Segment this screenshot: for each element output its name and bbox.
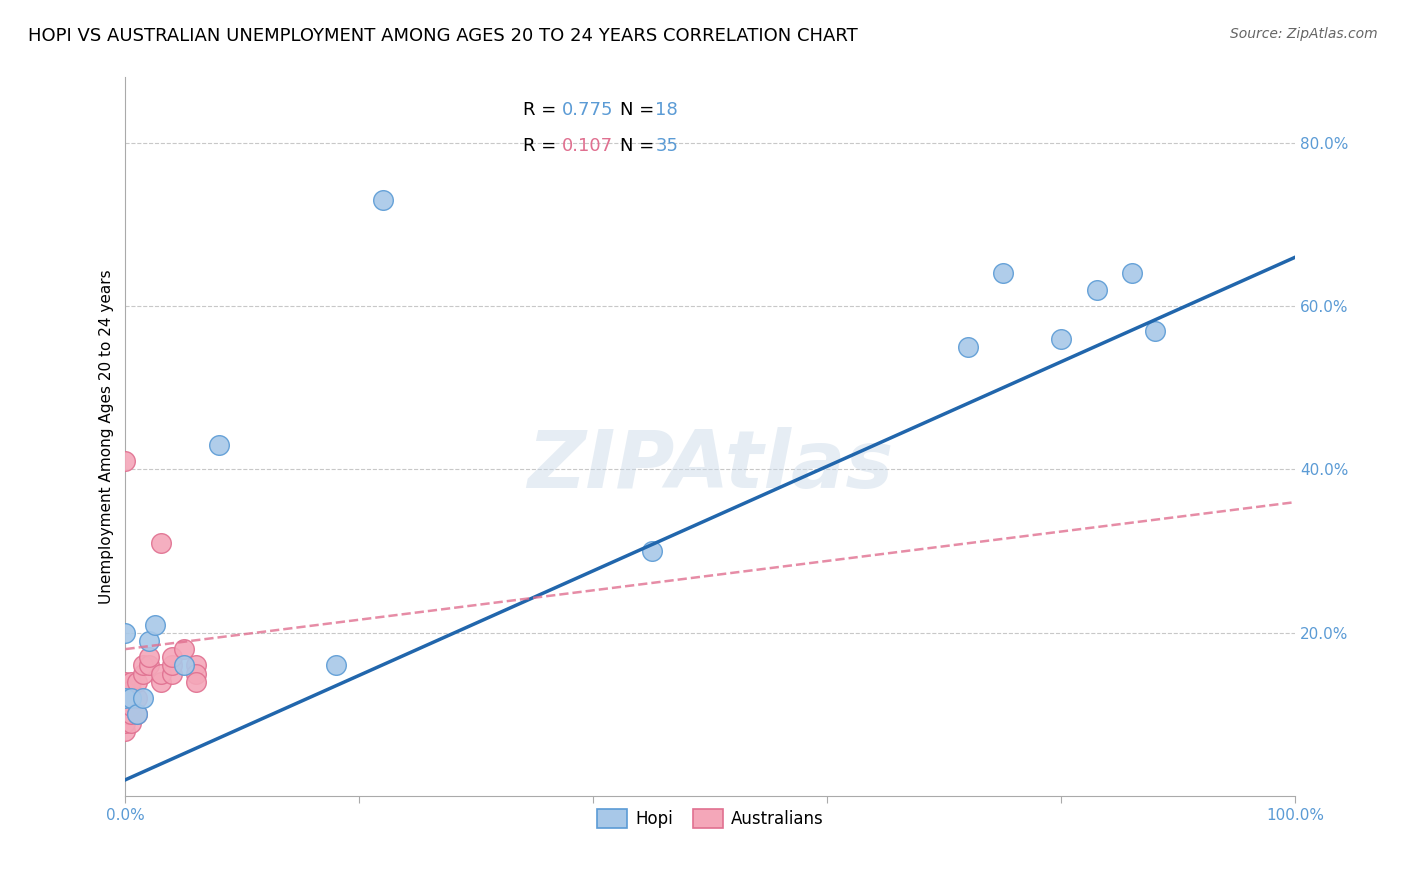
Point [162, 666, 184, 681]
Point [114, 707, 136, 722]
Point [641, 544, 664, 558]
Point [114, 674, 136, 689]
Point [1144, 324, 1167, 338]
Point [114, 691, 136, 706]
Point [1050, 332, 1073, 346]
Point [138, 650, 160, 665]
Point [114, 454, 136, 468]
Legend: Hopi, Australians: Hopi, Australians [591, 802, 831, 835]
Point [1121, 267, 1143, 281]
Point [138, 634, 160, 648]
Point [143, 617, 166, 632]
Point [149, 666, 172, 681]
Point [114, 723, 136, 738]
Text: N =: N = [620, 101, 661, 119]
Point [120, 682, 142, 697]
Point [132, 666, 155, 681]
Text: 0.107: 0.107 [562, 136, 613, 154]
Point [127, 674, 149, 689]
Point [120, 691, 142, 706]
Point [114, 625, 136, 640]
Point [120, 715, 142, 730]
Point [120, 674, 142, 689]
Point [127, 707, 149, 722]
Point [1085, 283, 1108, 297]
Point [956, 340, 979, 354]
Point [120, 699, 142, 714]
Point [149, 536, 172, 550]
Point [991, 267, 1014, 281]
Point [114, 699, 136, 714]
Text: R =: R = [523, 136, 562, 154]
Point [114, 682, 136, 697]
Text: R =: R = [523, 101, 562, 119]
Point [114, 707, 136, 722]
Point [173, 642, 195, 657]
Point [138, 658, 160, 673]
Text: 0.775: 0.775 [562, 101, 613, 119]
Text: Source: ZipAtlas.com: Source: ZipAtlas.com [1230, 27, 1378, 41]
Point [114, 715, 136, 730]
Text: HOPI VS AUSTRALIAN UNEMPLOYMENT AMONG AGES 20 TO 24 YEARS CORRELATION CHART: HOPI VS AUSTRALIAN UNEMPLOYMENT AMONG AG… [28, 27, 858, 45]
Point [114, 691, 136, 706]
Point [325, 658, 347, 673]
Point [132, 691, 155, 706]
Point [114, 699, 136, 714]
Point [132, 658, 155, 673]
Text: N =: N = [620, 136, 661, 154]
Text: 35: 35 [655, 136, 679, 154]
Point [162, 650, 184, 665]
Point [184, 666, 207, 681]
Text: 18: 18 [655, 101, 678, 119]
Point [208, 438, 231, 452]
Point [114, 682, 136, 697]
Y-axis label: Unemployment Among Ages 20 to 24 years: Unemployment Among Ages 20 to 24 years [100, 269, 114, 604]
Point [120, 707, 142, 722]
Point [184, 674, 207, 689]
Point [149, 674, 172, 689]
Point [184, 658, 207, 673]
Point [371, 193, 394, 207]
Point [127, 691, 149, 706]
Point [162, 658, 184, 673]
Text: ZIPAtlas: ZIPAtlas [527, 426, 894, 505]
Point [173, 658, 195, 673]
Point [127, 707, 149, 722]
Point [114, 691, 136, 706]
Point [120, 691, 142, 706]
